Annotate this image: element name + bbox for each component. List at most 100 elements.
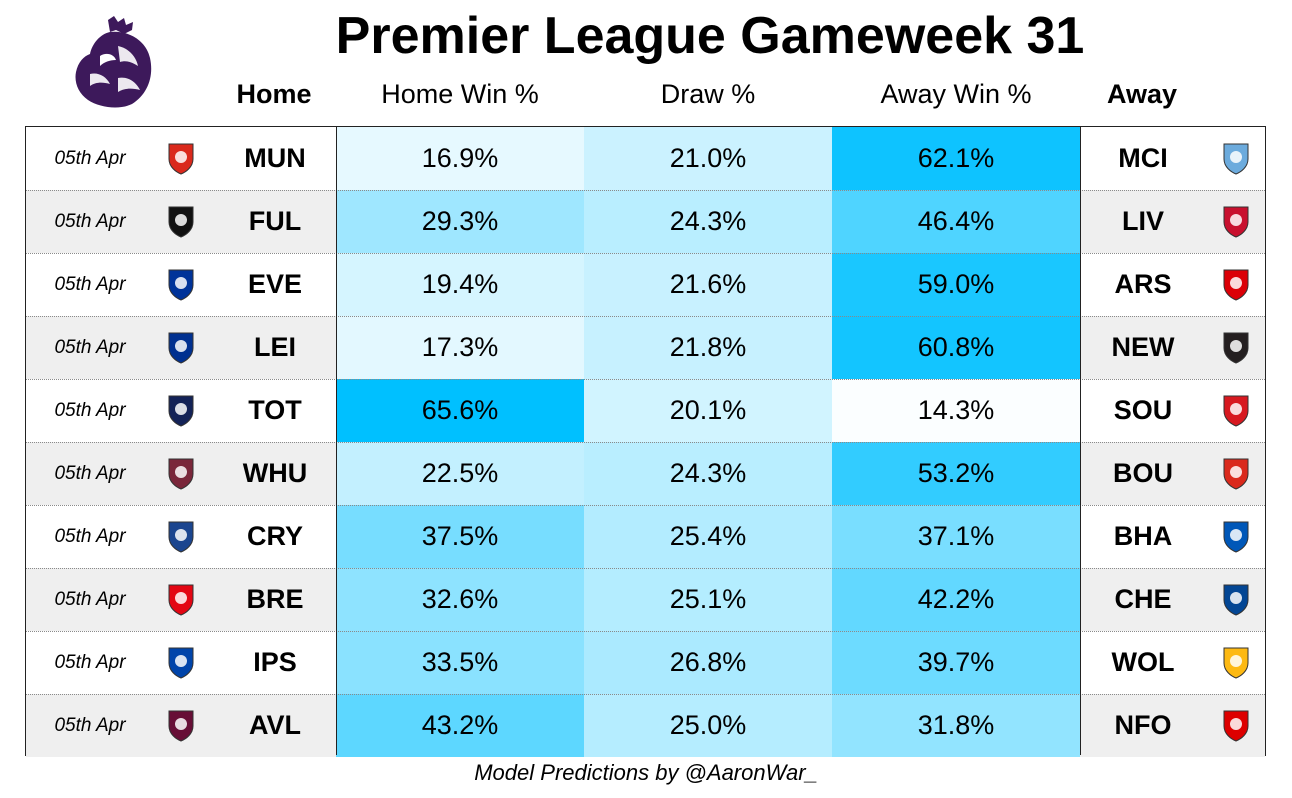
home-win-pct: 33.5% — [336, 631, 584, 694]
table-row: 05th Apr FUL 29.3% 24.3% 46.4% LIV — [26, 190, 1265, 253]
away-win-pct: 62.1% — [832, 127, 1080, 190]
home-team: CRY — [246, 521, 303, 551]
leicester-crest — [168, 332, 194, 364]
crystal-palace-crest — [168, 521, 194, 553]
table-row: 05th Apr CRY 37.5% 25.4% 37.1% BHA — [26, 505, 1265, 568]
draw-pct: 24.3% — [584, 190, 832, 253]
header-away: Away — [1106, 79, 1178, 109]
match-date: 05th Apr — [54, 274, 126, 295]
draw-pct: 26.8% — [584, 631, 832, 694]
table-row: 05th Apr EVE 19.4% 21.6% 59.0% ARS — [26, 253, 1265, 316]
match-date: 05th Apr — [54, 211, 126, 232]
table-row: 05th Apr AVL 43.2% 25.0% 31.8% NFO — [26, 694, 1265, 757]
home-win-pct: 19.4% — [336, 253, 584, 316]
match-date: 05th Apr — [54, 337, 126, 358]
southampton-crest — [1223, 395, 1249, 427]
predictions-table: 05th Apr MUN 16.9% 21.0% 62.1% MCI 05th Apr FUL… — [25, 126, 1266, 757]
header-home: Home — [236, 79, 312, 109]
row-divider — [26, 505, 1265, 506]
away-win-pct: 60.8% — [832, 316, 1080, 379]
column-divider — [336, 127, 337, 755]
row-divider — [26, 631, 1265, 632]
away-team: BOU — [1113, 458, 1173, 488]
match-date: 05th Apr — [54, 715, 126, 736]
header-draw: Draw % — [660, 79, 756, 109]
away-team: LIV — [1121, 206, 1164, 236]
away-win-pct: 14.3% — [832, 379, 1080, 442]
column-divider — [1080, 127, 1081, 755]
table-row: 05th Apr WHU 22.5% 24.3% 53.2% BOU — [26, 442, 1265, 505]
away-win-pct: 37.1% — [832, 505, 1080, 568]
match-date: 05th Apr — [54, 526, 126, 547]
home-win-pct: 17.3% — [336, 316, 584, 379]
bournemouth-crest — [1223, 458, 1249, 490]
liverpool-crest — [1223, 206, 1249, 238]
draw-pct: 20.1% — [584, 379, 832, 442]
away-team: ARS — [1114, 269, 1172, 299]
header-away-win: Away Win % — [880, 79, 1032, 109]
away-win-pct: 31.8% — [832, 694, 1080, 757]
away-win-pct: 39.7% — [832, 631, 1080, 694]
arsenal-crest — [1223, 269, 1249, 301]
match-date: 05th Apr — [54, 463, 126, 484]
table-row: 05th Apr LEI 17.3% 21.8% 60.8% NEW — [26, 316, 1265, 379]
home-team: IPS — [253, 647, 297, 677]
home-win-pct: 43.2% — [336, 694, 584, 757]
row-divider — [26, 379, 1265, 380]
draw-pct: 25.0% — [584, 694, 832, 757]
page-title: Premier League Gameweek 31 — [335, 7, 1085, 65]
away-team: WOL — [1111, 647, 1175, 677]
away-win-pct: 53.2% — [832, 442, 1080, 505]
brentford-crest — [168, 584, 194, 616]
row-divider — [26, 442, 1265, 443]
home-win-pct: 16.9% — [336, 127, 584, 190]
away-team: NFO — [1114, 710, 1172, 740]
draw-pct: 21.8% — [584, 316, 832, 379]
chelsea-crest — [1223, 584, 1249, 616]
home-team: TOT — [248, 395, 302, 425]
row-divider — [26, 694, 1265, 695]
match-date: 05th Apr — [54, 589, 126, 610]
away-team: SOU — [1113, 395, 1173, 425]
home-team: EVE — [247, 269, 303, 299]
match-date: 05th Apr — [54, 652, 126, 673]
row-divider — [26, 568, 1265, 569]
aston-villa-crest — [168, 710, 194, 742]
home-win-pct: 22.5% — [336, 442, 584, 505]
tottenham-crest — [168, 395, 194, 427]
fulham-crest — [168, 206, 194, 238]
footer-credit: Model Predictions by @AaronWar_ — [474, 760, 818, 785]
match-date: 05th Apr — [54, 400, 126, 421]
away-win-pct: 59.0% — [832, 253, 1080, 316]
home-team: LEI — [253, 332, 296, 362]
away-team: MCI — [1118, 143, 1168, 173]
table-row: 05th Apr MUN 16.9% 21.0% 62.1% MCI — [26, 127, 1265, 190]
brighton-crest — [1223, 521, 1249, 553]
away-team: CHE — [1114, 584, 1172, 614]
west-ham-crest — [168, 458, 194, 490]
away-team: BHA — [1113, 521, 1173, 551]
draw-pct: 21.0% — [584, 127, 832, 190]
draw-pct: 24.3% — [584, 442, 832, 505]
home-team: AVL — [249, 710, 301, 740]
away-win-pct: 42.2% — [832, 568, 1080, 631]
draw-pct: 25.1% — [584, 568, 832, 631]
row-divider — [26, 316, 1265, 317]
header-home-win: Home Win % — [381, 79, 539, 109]
man-city-crest — [1223, 143, 1249, 175]
row-divider — [26, 253, 1265, 254]
table-row: 05th Apr TOT 65.6% 20.1% 14.3% SOU — [26, 379, 1265, 442]
home-team: BRE — [246, 584, 304, 614]
table-row: 05th Apr BRE 32.6% 25.1% 42.2% CHE — [26, 568, 1265, 631]
home-win-pct: 65.6% — [336, 379, 584, 442]
home-win-pct: 32.6% — [336, 568, 584, 631]
man-utd-crest — [168, 143, 194, 175]
home-team: MUN — [244, 143, 306, 173]
ipswich-crest — [168, 647, 194, 679]
wolves-crest — [1223, 647, 1249, 679]
home-win-pct: 37.5% — [336, 505, 584, 568]
match-date: 05th Apr — [54, 148, 126, 169]
home-win-pct: 29.3% — [336, 190, 584, 253]
table-row: 05th Apr IPS 33.5% 26.8% 39.7% WOL — [26, 631, 1265, 694]
away-win-pct: 46.4% — [832, 190, 1080, 253]
